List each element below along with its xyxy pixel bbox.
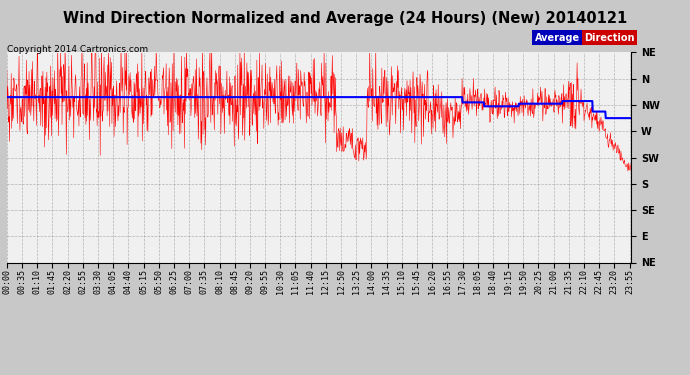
Text: Average: Average <box>535 33 580 43</box>
Text: Wind Direction Normalized and Average (24 Hours) (New) 20140121: Wind Direction Normalized and Average (2… <box>63 11 627 26</box>
Text: Copyright 2014 Cartronics.com: Copyright 2014 Cartronics.com <box>7 45 148 54</box>
Text: Direction: Direction <box>584 33 635 43</box>
